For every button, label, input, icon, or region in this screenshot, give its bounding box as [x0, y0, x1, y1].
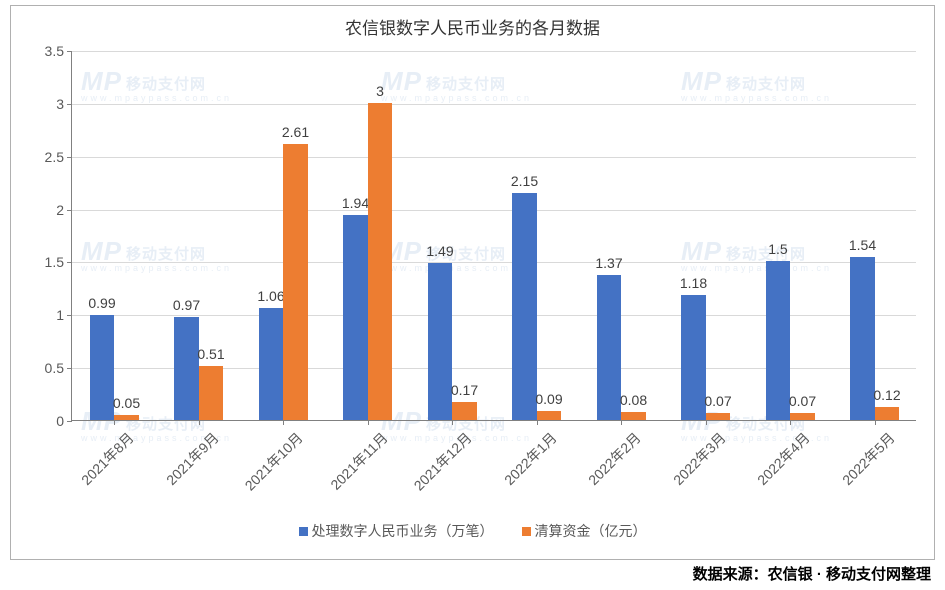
- bar-series-1: 1.18: [681, 295, 706, 420]
- legend-swatch: [299, 527, 308, 536]
- bar-series-2: 0.07: [790, 413, 815, 420]
- xtick-label: 2021年8月: [68, 428, 139, 499]
- legend: 处理数字人民币业务（万笔） 清算资金（亿元）: [11, 521, 934, 541]
- legend-item: 清算资金（亿元）: [522, 521, 647, 541]
- xtick-label: 2021年12月: [406, 428, 477, 499]
- chart-title: 农信银数字人民币业务的各月数据: [11, 14, 934, 39]
- bars-layer: 0.990.050.970.511.062.611.9431.490.172.1…: [72, 51, 916, 420]
- bar-series-1: 1.94: [343, 215, 368, 420]
- bar-value-label: 0.97: [173, 297, 200, 313]
- bar-value-label: 1.54: [849, 237, 876, 253]
- bar-series-2: 0.05: [114, 415, 139, 420]
- bar-series-2: 0.51: [199, 366, 224, 420]
- bar-value-label: 0.99: [88, 295, 115, 311]
- xtick-mark: [199, 420, 200, 425]
- bar-value-label: 0.05: [113, 395, 140, 411]
- ytick-label: 0: [56, 413, 64, 429]
- bar-series-1: 0.99: [90, 315, 115, 420]
- xtick-mark: [114, 420, 115, 425]
- ytick-label: 1.5: [45, 254, 64, 270]
- bar-value-label: 1.06: [257, 288, 284, 304]
- bar-series-1: 1.37: [597, 275, 622, 420]
- legend-item: 处理数字人民币业务（万笔）: [299, 521, 494, 541]
- bar-series-1: 1.49: [428, 263, 453, 421]
- bar-value-label: 0.17: [451, 382, 478, 398]
- ytick-label: 3: [56, 96, 64, 112]
- xtick-label: 2022年1月: [490, 428, 561, 499]
- xtick-mark: [283, 420, 284, 425]
- chart-container: MP移动支付网 www.mpaypass.com.cn MP移动支付网 www.…: [10, 5, 935, 560]
- bar-series-2: 3: [368, 103, 393, 420]
- bar-value-label: 1.37: [595, 255, 622, 271]
- bar-value-label: 0.12: [873, 387, 900, 403]
- legend-label: 清算资金（亿元）: [535, 521, 647, 541]
- bar-series-2: 0.09: [537, 411, 562, 421]
- xtick-mark: [537, 420, 538, 425]
- legend-label: 处理数字人民币业务（万笔）: [312, 521, 494, 541]
- xtick-label: 2022年3月: [659, 428, 730, 499]
- plot-area: 00.511.522.533.50.990.050.970.511.062.61…: [71, 51, 916, 421]
- bar-value-label: 0.07: [704, 393, 731, 409]
- bar-value-label: 0.07: [789, 393, 816, 409]
- xtick-label: 2022年4月: [744, 428, 815, 499]
- xtick-mark: [706, 420, 707, 425]
- ytick-label: 3.5: [45, 43, 64, 59]
- xtick-label: 2021年10月: [237, 428, 308, 499]
- xtick-mark: [452, 420, 453, 425]
- xtick-mark: [875, 420, 876, 425]
- bar-series-2: 0.17: [452, 402, 477, 420]
- xtick-label: 2021年11月: [321, 428, 392, 499]
- bar-series-1: 1.06: [259, 308, 284, 420]
- xtick-mark: [790, 420, 791, 425]
- bar-series-1: 1.54: [850, 257, 875, 420]
- source-label: 数据来源：: [693, 566, 768, 583]
- ytick-label: 2: [56, 202, 64, 218]
- bar-series-1: 2.15: [512, 193, 537, 420]
- ytick-mark: [67, 421, 72, 422]
- ytick-label: 0.5: [45, 360, 64, 376]
- bar-value-label: 2.61: [282, 124, 309, 140]
- xtick-label: 2021年9月: [152, 428, 223, 499]
- bar-value-label: 1.94: [342, 195, 369, 211]
- ytick-label: 2.5: [45, 149, 64, 165]
- xtick-mark: [621, 420, 622, 425]
- bar-series-1: 0.97: [174, 317, 199, 420]
- bar-series-2: 2.61: [283, 144, 308, 420]
- bar-value-label: 0.51: [197, 346, 224, 362]
- bar-value-label: 1.49: [426, 243, 453, 259]
- bar-series-2: 0.07: [706, 413, 731, 420]
- legend-swatch: [522, 527, 531, 536]
- bar-series-1: 1.5: [766, 261, 791, 420]
- ytick-label: 1: [56, 307, 64, 323]
- bar-value-label: 3: [376, 83, 384, 99]
- xtick-label: 2022年2月: [575, 428, 646, 499]
- bar-value-label: 2.15: [511, 173, 538, 189]
- bar-value-label: 0.09: [535, 391, 562, 407]
- bar-series-2: 0.12: [875, 407, 900, 420]
- bar-value-label: 1.5: [768, 241, 787, 257]
- bar-value-label: 1.18: [680, 275, 707, 291]
- bar-series-2: 0.08: [621, 412, 646, 420]
- bar-value-label: 0.08: [620, 392, 647, 408]
- source-text: 农信银 · 移动支付网整理: [768, 566, 931, 583]
- xtick-label: 2022年5月: [828, 428, 899, 499]
- xtick-mark: [368, 420, 369, 425]
- data-source: 数据来源：农信银 · 移动支付网整理: [693, 563, 931, 584]
